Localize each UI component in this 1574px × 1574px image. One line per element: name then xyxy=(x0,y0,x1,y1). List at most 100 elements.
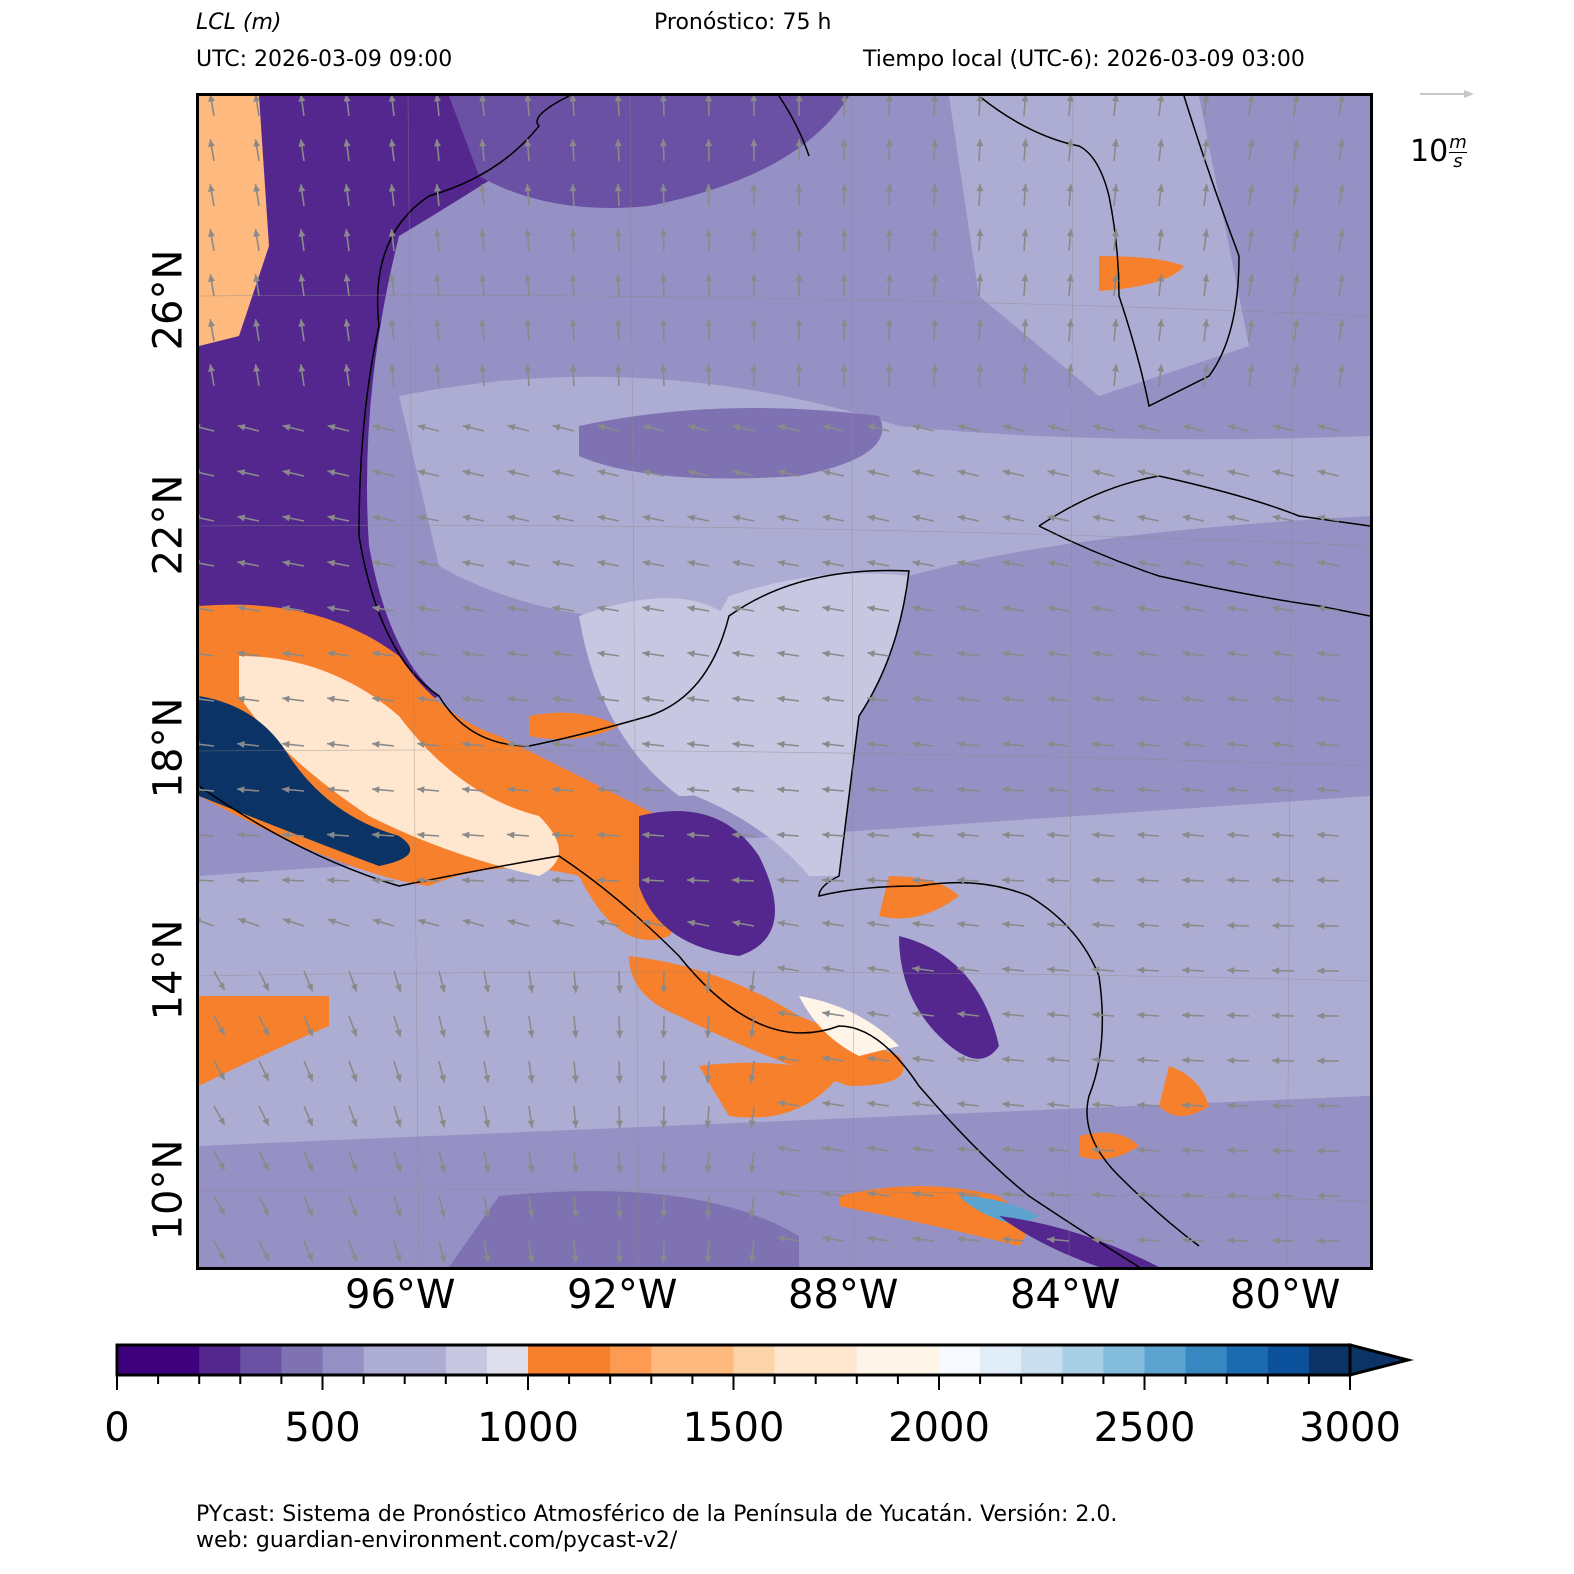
wind-arrow-head xyxy=(867,831,875,839)
wind-arrow-head xyxy=(616,1210,623,1218)
wind-arrow-head xyxy=(931,184,939,192)
wind-arrow-head xyxy=(777,605,785,612)
wind-arrow-head xyxy=(1227,966,1235,974)
wind-arrow-head xyxy=(705,96,713,102)
wind-arrow-head xyxy=(1002,1101,1010,1108)
wind-arrow-head xyxy=(597,605,605,612)
wind-arrow-head xyxy=(462,831,470,839)
wind-arrow-head xyxy=(262,1162,269,1171)
forecast-hour: Pronóstico: 75 h xyxy=(654,10,832,35)
colorbar-segment xyxy=(651,1345,734,1375)
lcl-field-blue xyxy=(959,1196,1039,1226)
wind-arrow-head xyxy=(1182,1191,1190,1199)
wind-arrow-head xyxy=(417,424,426,431)
wind-arrow-head xyxy=(1227,424,1236,431)
wind-arrow-head xyxy=(1317,695,1325,703)
wind-arrow-head xyxy=(372,605,380,612)
wind-arrow-head xyxy=(372,831,380,839)
wind-arrow-head xyxy=(1137,605,1145,612)
wind-arrow-head xyxy=(1092,1146,1100,1154)
colorbar-segment xyxy=(117,1345,200,1375)
wind-arrow-head xyxy=(552,559,561,567)
wind-arrow-head xyxy=(372,514,381,522)
wind-arrow-head xyxy=(1047,1236,1055,1244)
wind-arrow-head xyxy=(822,1145,830,1153)
wind-arrow-head xyxy=(479,96,487,102)
lcl-map[interactable] xyxy=(196,93,1373,1270)
wind-arrow-head xyxy=(262,1207,269,1216)
wind-arrow-head xyxy=(208,96,215,103)
lcl-field-orange xyxy=(699,1062,839,1118)
wind-arrow-head xyxy=(1338,274,1345,282)
wind-arrow-head xyxy=(912,559,921,567)
wind-arrow-head xyxy=(976,274,984,282)
wind-arrow-head xyxy=(642,740,650,748)
wind-arrow-head xyxy=(1272,1147,1280,1155)
wind-arrow-head xyxy=(659,319,667,327)
wind-arrow-head xyxy=(1092,1011,1100,1019)
wind-arrow-head xyxy=(1182,469,1191,477)
colorbar-extend-arrow xyxy=(1348,1343,1414,1377)
wind-arrow-head xyxy=(327,786,335,794)
wind-arrow-head xyxy=(1317,786,1325,794)
wind-arrow-head xyxy=(1066,229,1074,237)
wind-arrow-head xyxy=(237,605,245,612)
wind-arrow-head xyxy=(705,364,713,372)
wind-arrow-head xyxy=(1137,1056,1145,1064)
lat-label: 10°N xyxy=(145,1139,192,1241)
wind-arrow-head xyxy=(218,1252,225,1261)
wind-arrow-head xyxy=(434,364,441,372)
wind-arrow-head xyxy=(552,514,561,522)
wind-arrow-head xyxy=(597,650,605,658)
wind-arrow-head xyxy=(957,876,965,884)
wind-arrow-head xyxy=(394,1074,402,1083)
wind-arrow-head xyxy=(1047,1146,1055,1154)
wind-arrow-head xyxy=(822,1010,830,1018)
wind-arrow-head xyxy=(507,424,516,431)
wind-arrow-head xyxy=(659,139,667,147)
wind-arrow-head xyxy=(524,139,532,147)
wind-arrow-head xyxy=(597,559,606,567)
wind-arrow-head xyxy=(931,274,939,282)
wind-arrow-head xyxy=(350,1208,358,1217)
wind-arrow-head xyxy=(388,364,396,372)
wind-arrow-head xyxy=(1182,876,1190,884)
wind-arrow-head xyxy=(1047,514,1056,522)
wind-arrow-head xyxy=(659,229,667,237)
wind-arrow-head xyxy=(372,559,381,567)
wind-arrow-head xyxy=(777,786,785,794)
wind-arrow-head xyxy=(642,786,650,794)
wind-arrow-head xyxy=(283,918,292,925)
wind-arrow-head xyxy=(912,740,920,748)
wind-arrow-head xyxy=(687,876,695,884)
wind-arrow-head xyxy=(912,514,921,522)
wind-arrow-head xyxy=(1247,319,1255,327)
wind-arrow-head xyxy=(1137,831,1145,839)
wind-arrow-head xyxy=(1092,1056,1100,1064)
wind-arrow-head xyxy=(282,831,290,839)
wind-arrow-head xyxy=(439,984,446,993)
wind-arrow-head xyxy=(687,559,696,567)
wind-arrow-head xyxy=(1182,559,1191,567)
wind-arrow-head xyxy=(1002,1056,1010,1063)
wind-arrow xyxy=(199,652,215,657)
wind-arrow-head xyxy=(1002,469,1011,477)
wind-arrow-head xyxy=(417,876,425,884)
wind-arrow-head xyxy=(479,229,487,237)
wind-arrow-head xyxy=(750,96,758,102)
wind-arrow-head xyxy=(552,831,560,839)
wind-arrow-head xyxy=(822,1235,830,1243)
wind-arrow-head xyxy=(931,139,939,147)
wind-arrow-head xyxy=(479,139,487,147)
wind-arrow-head xyxy=(704,1255,712,1263)
wind-arrow-head xyxy=(777,650,785,658)
wind-arrow-head xyxy=(704,1075,712,1083)
wind-arrow-head xyxy=(912,1235,920,1243)
footer-line2: web: guardian-environment.com/pycast-v2/ xyxy=(196,1528,678,1553)
wind-arrow-head xyxy=(822,650,830,658)
wind-arrow-head xyxy=(616,1165,623,1173)
wind-arrow-head xyxy=(343,274,351,282)
wind-arrow-head xyxy=(282,605,290,612)
wind-arrow-head xyxy=(822,424,831,431)
wind-arrow-head xyxy=(350,1118,358,1127)
